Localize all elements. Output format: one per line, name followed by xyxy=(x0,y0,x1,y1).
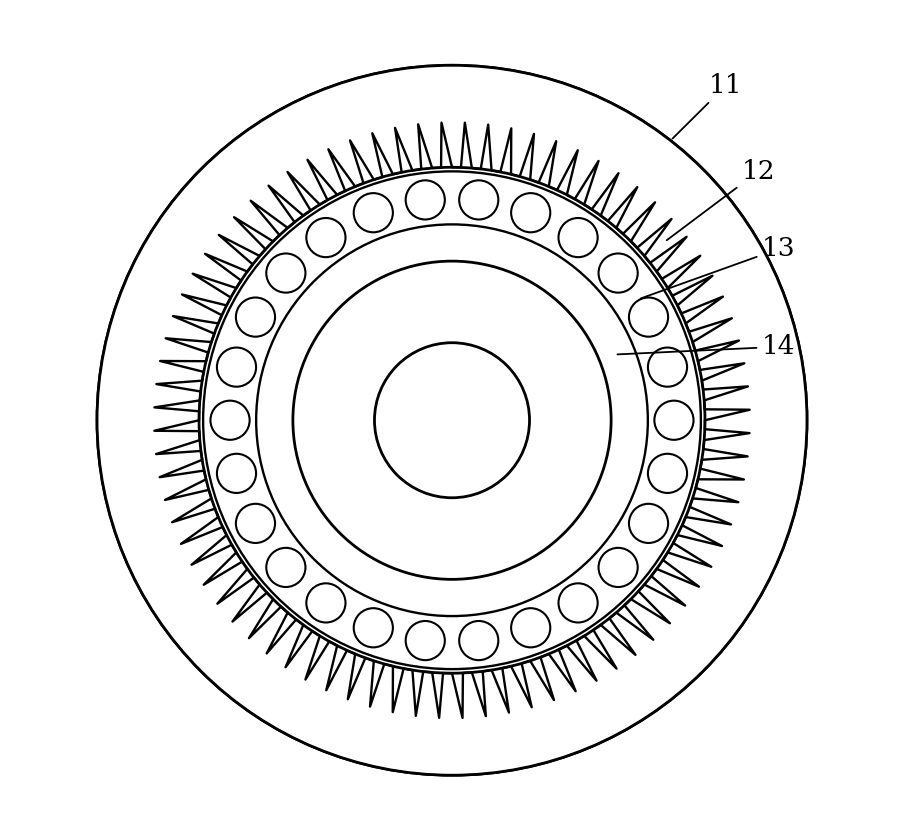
Circle shape xyxy=(654,401,693,440)
Circle shape xyxy=(266,548,305,587)
Text: 11: 11 xyxy=(672,73,741,139)
Text: 12: 12 xyxy=(666,159,775,240)
Circle shape xyxy=(293,261,610,579)
Circle shape xyxy=(217,348,256,387)
Circle shape xyxy=(598,548,637,587)
Circle shape xyxy=(217,454,256,493)
Circle shape xyxy=(647,348,686,387)
Circle shape xyxy=(459,621,498,660)
Circle shape xyxy=(647,454,686,493)
Text: 14: 14 xyxy=(617,335,795,359)
Circle shape xyxy=(558,583,597,623)
Circle shape xyxy=(306,218,345,257)
Circle shape xyxy=(236,298,275,337)
Circle shape xyxy=(374,343,529,498)
Circle shape xyxy=(353,193,393,233)
Circle shape xyxy=(628,503,667,543)
Circle shape xyxy=(628,298,667,337)
Circle shape xyxy=(210,401,249,440)
Circle shape xyxy=(97,65,806,775)
Circle shape xyxy=(510,193,550,233)
Circle shape xyxy=(353,608,393,647)
Circle shape xyxy=(405,621,444,660)
Circle shape xyxy=(236,503,275,543)
Circle shape xyxy=(405,180,444,220)
Circle shape xyxy=(510,608,550,647)
Circle shape xyxy=(266,254,305,293)
Circle shape xyxy=(459,180,498,220)
Text: 13: 13 xyxy=(640,237,795,299)
Circle shape xyxy=(598,254,637,293)
Circle shape xyxy=(98,66,805,774)
Circle shape xyxy=(306,583,345,623)
Circle shape xyxy=(558,218,597,257)
